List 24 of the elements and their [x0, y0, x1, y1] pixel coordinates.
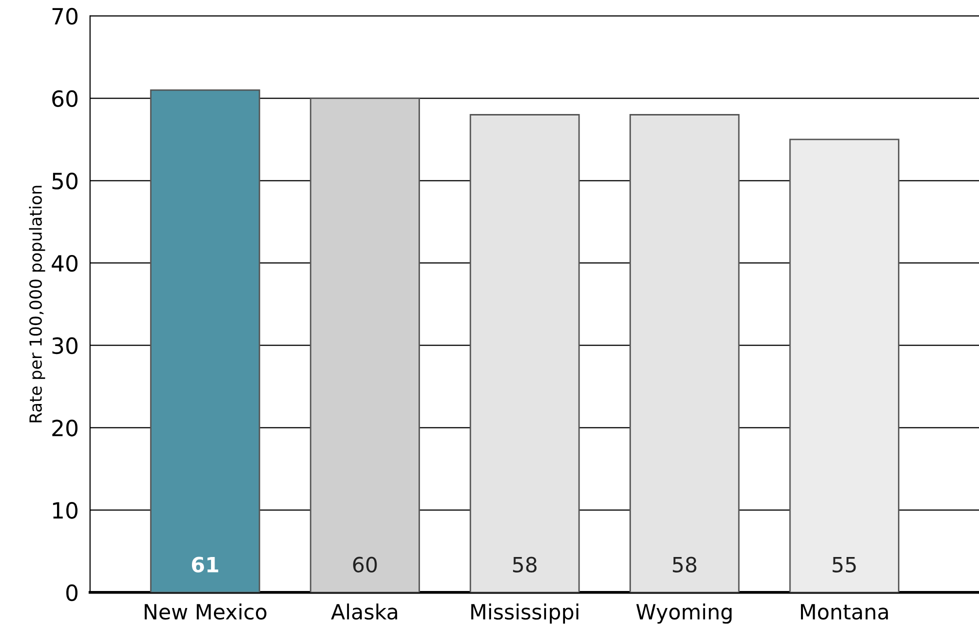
- y-tick-label: 20: [52, 420, 78, 436]
- x-tick-label: Montana: [800, 604, 888, 620]
- y-tick-label: 30: [52, 337, 78, 354]
- y-tick-label: 50: [52, 172, 78, 190]
- y-tick-label: 40: [52, 254, 78, 272]
- data-label: 58: [513, 556, 537, 573]
- data-label: 58: [672, 556, 696, 573]
- bar: [470, 114, 580, 592]
- y-axis-title: Rate per 100,000 population: [28, 186, 46, 422]
- y-tick-label: 10: [53, 502, 78, 519]
- y-tick-label: 60: [52, 90, 78, 108]
- data-label: 61: [192, 556, 218, 573]
- x-tick-label: Mississippi: [471, 604, 578, 624]
- x-tick-label: Alaska: [331, 604, 398, 620]
- bar: [630, 114, 740, 592]
- y-tick-label: 0: [66, 584, 78, 602]
- x-tick-label: Wyoming: [636, 604, 732, 624]
- x-tick-label: New Mexico: [144, 604, 266, 620]
- data-label: 60: [353, 556, 377, 573]
- bar: [150, 89, 260, 592]
- y-tick-label: 70: [52, 8, 78, 25]
- bar: [310, 98, 420, 592]
- bar: [789, 138, 900, 592]
- data-label: 55: [832, 557, 856, 573]
